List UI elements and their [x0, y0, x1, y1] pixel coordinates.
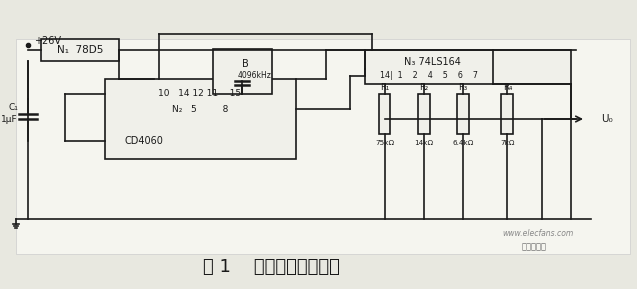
- Text: 10   14 12 11    15: 10 14 12 11 15: [158, 90, 241, 99]
- Text: 7kΩ: 7kΩ: [500, 140, 515, 146]
- Bar: [457, 94, 469, 134]
- Text: 4096kHz: 4096kHz: [238, 71, 272, 81]
- Bar: [41, 39, 119, 61]
- Bar: [418, 94, 430, 134]
- Text: 图 1    阶梯波信号源电路: 图 1 阶梯波信号源电路: [203, 258, 340, 276]
- Text: R₁: R₁: [380, 82, 389, 92]
- Bar: [104, 79, 296, 159]
- Text: B: B: [242, 59, 249, 69]
- Bar: [378, 94, 390, 134]
- Bar: [501, 94, 513, 134]
- Text: R₃: R₃: [459, 82, 468, 92]
- Text: U₀: U₀: [601, 114, 612, 124]
- Text: 6.4kΩ: 6.4kΩ: [452, 140, 474, 146]
- Text: 电子发烧友: 电子发烧友: [522, 242, 547, 251]
- Text: www.elecfans.com: www.elecfans.com: [503, 229, 574, 238]
- Bar: [213, 49, 271, 94]
- Text: +26V: +26V: [34, 36, 61, 46]
- Text: 14|  1    2    4    5    6    7: 14| 1 2 4 5 6 7: [380, 71, 478, 81]
- Text: N₃ 74LS164: N₃ 74LS164: [404, 57, 461, 67]
- Text: 14kΩ: 14kΩ: [414, 140, 433, 146]
- Text: 1μF: 1μF: [1, 114, 18, 123]
- Text: R₄: R₄: [503, 82, 512, 92]
- Bar: [365, 50, 571, 84]
- Text: N₂   5         8: N₂ 5 8: [171, 105, 228, 114]
- Text: 75kΩ: 75kΩ: [375, 140, 394, 146]
- Bar: [16, 39, 630, 254]
- Text: CD4060: CD4060: [124, 136, 163, 146]
- Text: N₁  78D5: N₁ 78D5: [57, 45, 103, 55]
- Text: R₂: R₂: [419, 82, 428, 92]
- Text: C₁: C₁: [8, 103, 18, 112]
